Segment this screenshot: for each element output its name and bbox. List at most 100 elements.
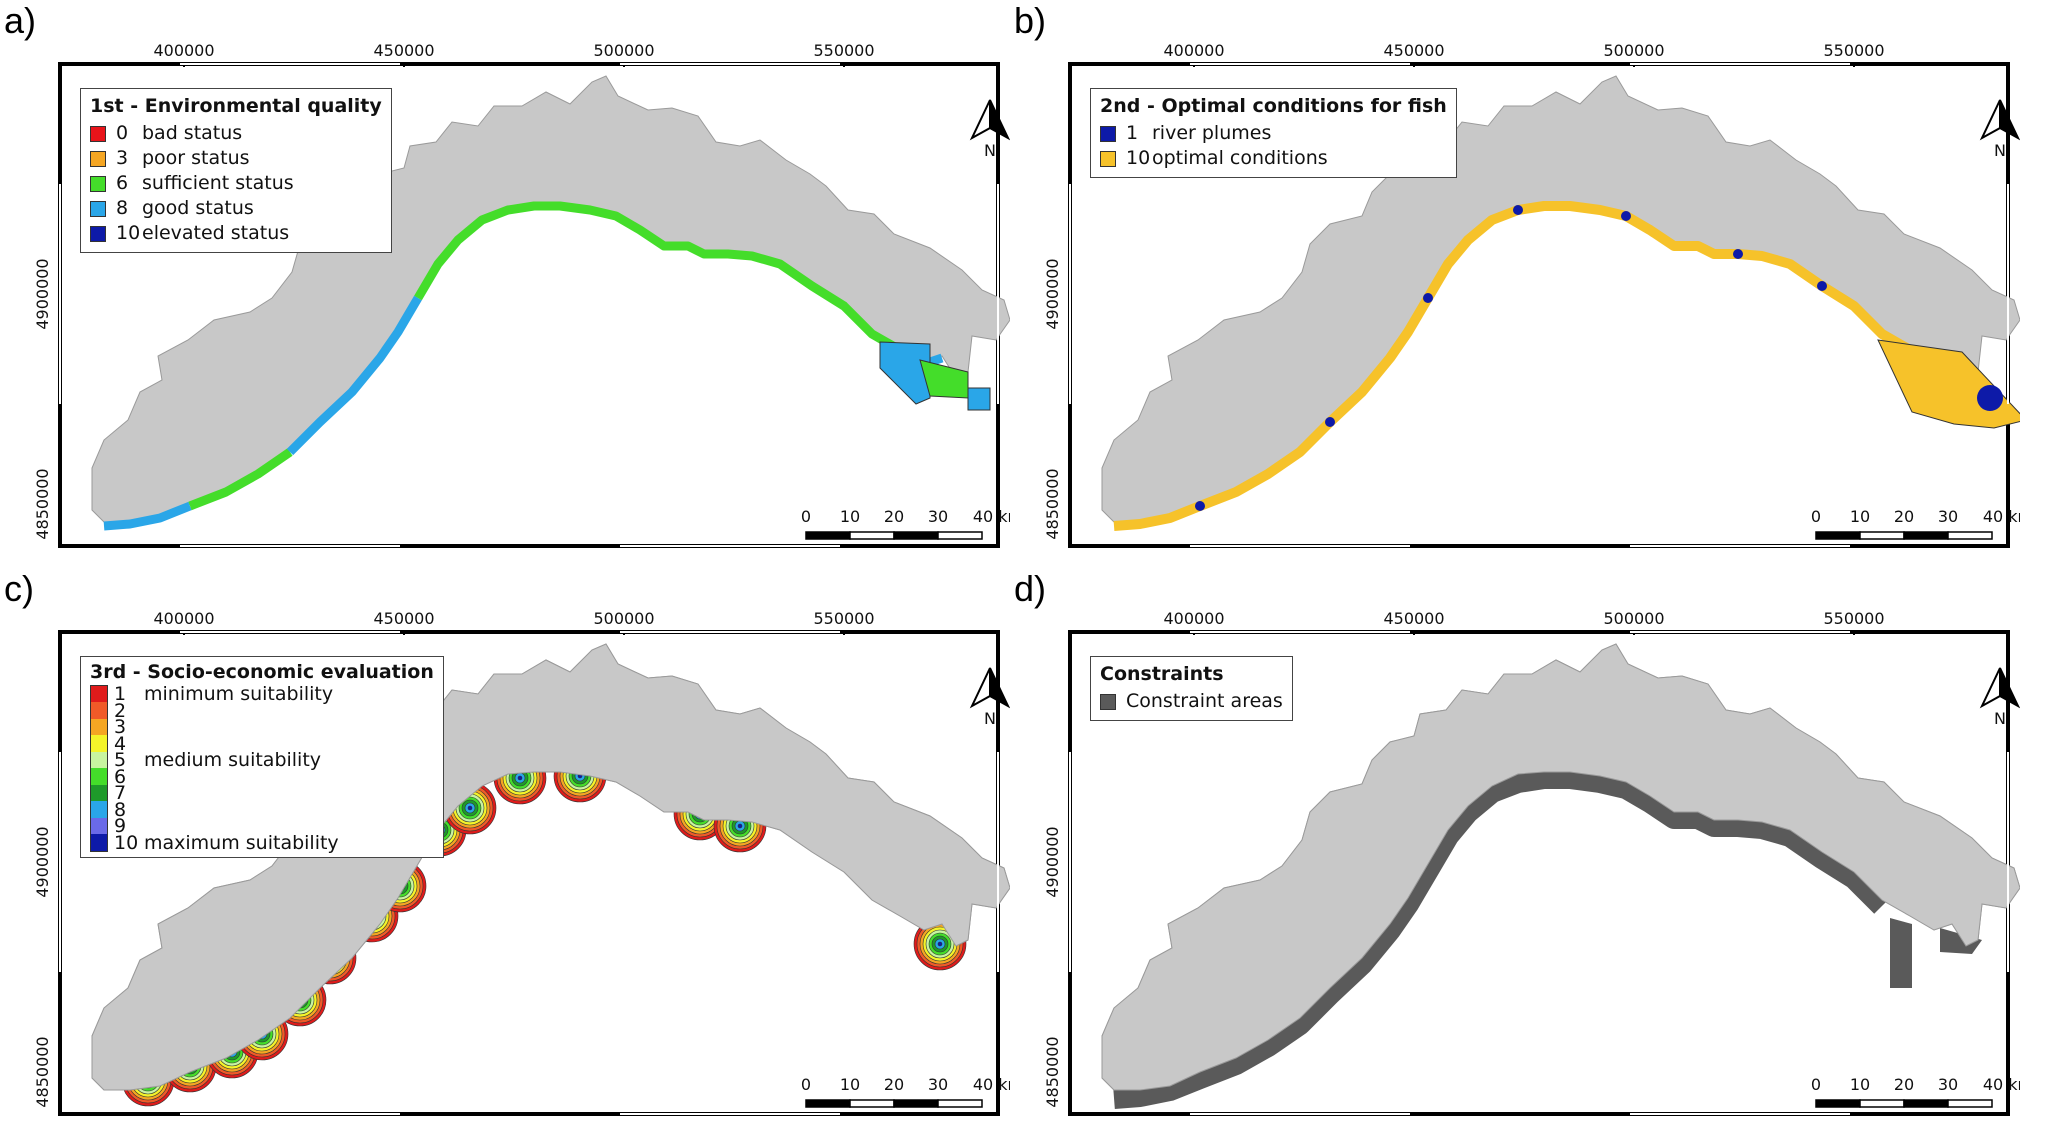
legend-swatch — [90, 175, 106, 192]
scale-bar-segment — [849, 531, 895, 540]
x-tick-label: 450000 — [1383, 609, 1444, 628]
scale-bar-segment — [1859, 1099, 1905, 1108]
north-arrow-icon — [989, 99, 1010, 141]
legend-item: 10 elevated status — [90, 221, 382, 246]
scale-label: 0 — [801, 507, 811, 526]
legend-item: 4 — [90, 734, 434, 753]
legend-title: 3rd - Socio-economic evaluation — [90, 661, 434, 683]
legend-swatch — [90, 751, 108, 769]
x-tick-label: 500000 — [1603, 41, 1664, 60]
scale-label: 40 km — [1983, 1075, 2020, 1094]
legend-item: 6 sufficient status — [90, 171, 382, 196]
scale-bar-segment — [937, 531, 983, 540]
y-tick-label: 4850000 — [1043, 468, 1062, 539]
constraint-area — [1113, 767, 1890, 1109]
y-tick-label: 4850000 — [1043, 1036, 1062, 1107]
constraint-area — [1940, 928, 1982, 954]
legend-swatch — [90, 817, 108, 835]
legend-item: Constraint areas — [1100, 689, 1283, 714]
legend-item: 3 poor status — [90, 146, 382, 171]
coastal-zone — [188, 448, 293, 511]
legend-item: 5 medium suitability — [90, 751, 434, 769]
panel-label: b) — [1014, 0, 1047, 41]
scale-bar-segment — [1815, 1099, 1861, 1108]
legend-swatch — [1100, 150, 1116, 167]
scale-label: 30 — [928, 1075, 948, 1094]
legend-item: 1 minimum suitability — [90, 685, 434, 704]
coastal-zone — [967, 387, 991, 411]
x-tick-label: 400000 — [1163, 609, 1224, 628]
x-tick-label: 400000 — [153, 609, 214, 628]
north-label: N — [984, 709, 996, 728]
panel-label: a) — [4, 0, 37, 41]
north-label: N — [984, 141, 996, 160]
scale-label: 20 — [884, 1075, 904, 1094]
legend-swatch — [90, 200, 106, 217]
legend-item: 7 — [90, 784, 434, 802]
map-overlay — [103, 201, 991, 531]
x-tick-label: 500000 — [593, 609, 654, 628]
legend-item: 8 good status — [90, 196, 382, 221]
map-panel-constraints: d) 400000 450000 500000 550000 4900000 485000… — [1010, 568, 2020, 1128]
map-panel-environmental-quality: a) 400000 450000 500000 550000 4900000 485000… — [0, 0, 1010, 560]
legend: 3rd - Socio-economic evaluation 1 minimum… — [80, 656, 444, 858]
scale-label: 30 — [1938, 1075, 1958, 1094]
legend-swatch — [90, 702, 108, 720]
optimal-zone — [1113, 201, 1937, 531]
legend-title: 1st - Environmental quality — [90, 95, 382, 117]
scale-bar-segment — [1903, 1099, 1949, 1108]
river-plume — [1977, 385, 2003, 411]
river-plume — [1423, 293, 1433, 303]
river-plume — [1325, 417, 1335, 427]
scale-bar-segment — [1947, 1099, 1993, 1108]
legend-item: 1 river plumes — [1100, 121, 1447, 146]
x-tick-label: 400000 — [153, 41, 214, 60]
scale-bar-segment — [937, 1099, 983, 1108]
scale-bar-segment — [805, 531, 851, 540]
legend-item: 6 — [90, 767, 434, 786]
suitability-buffer — [467, 805, 473, 811]
panel-label: d) — [1014, 568, 1047, 609]
x-tick-label: 550000 — [1823, 41, 1884, 60]
scale-label: 40 km — [1983, 507, 2020, 526]
legend-title: Constraints — [1100, 663, 1224, 685]
x-tick-label: 550000 — [1823, 609, 1884, 628]
suitability-buffer — [517, 775, 523, 781]
legend-swatch — [1100, 125, 1116, 142]
north-arrow-icon — [1999, 667, 2020, 709]
y-tick-label: 4900000 — [33, 258, 52, 329]
legend-item: 10 optimal conditions — [1100, 146, 1447, 171]
legend-swatch — [90, 735, 108, 753]
legend-swatch — [90, 833, 108, 852]
scale-bar-segment — [893, 1099, 939, 1108]
scale-bar-segment — [805, 1099, 851, 1108]
map-frame: 400000 450000 500000 550000 4900000 4850000 N 0… — [33, 609, 1010, 1116]
scale-label: 30 — [1938, 507, 1958, 526]
scale-bar-segment — [849, 1099, 895, 1108]
legend-item: 8 — [90, 800, 434, 819]
coastal-zone — [103, 501, 192, 531]
scale-bar-segment — [1947, 531, 1993, 540]
map-frame: 400000 450000 500000 550000 4900000 4850000 N 0… — [1043, 609, 2020, 1116]
legend: Constraints Constraint areas — [1090, 656, 1293, 721]
x-tick-label: 450000 — [373, 41, 434, 60]
scale-label: 10 — [1850, 1075, 1870, 1094]
legend-swatch — [1100, 693, 1116, 710]
scale-label: 20 — [884, 507, 904, 526]
land-area — [1101, 643, 2020, 1091]
map-overlay — [1113, 201, 2020, 531]
map-panel-socio-economic: c) 400000 450000 500000 550000 4900000 485000… — [0, 568, 1010, 1128]
x-tick-label: 500000 — [593, 41, 654, 60]
river-plume — [1817, 281, 1827, 291]
x-tick-label: 400000 — [1163, 41, 1224, 60]
north-label: N — [1994, 141, 2006, 160]
scale-bar-segment — [1815, 531, 1861, 540]
x-tick-label: 450000 — [1383, 41, 1444, 60]
scale-label: 20 — [1894, 1075, 1914, 1094]
legend-swatch — [90, 685, 108, 704]
suitability-buffer — [737, 823, 743, 829]
scale-label: 0 — [801, 1075, 811, 1094]
x-tick-label: 500000 — [1603, 609, 1664, 628]
legend-swatch — [90, 225, 106, 242]
x-tick-label: 450000 — [373, 609, 434, 628]
